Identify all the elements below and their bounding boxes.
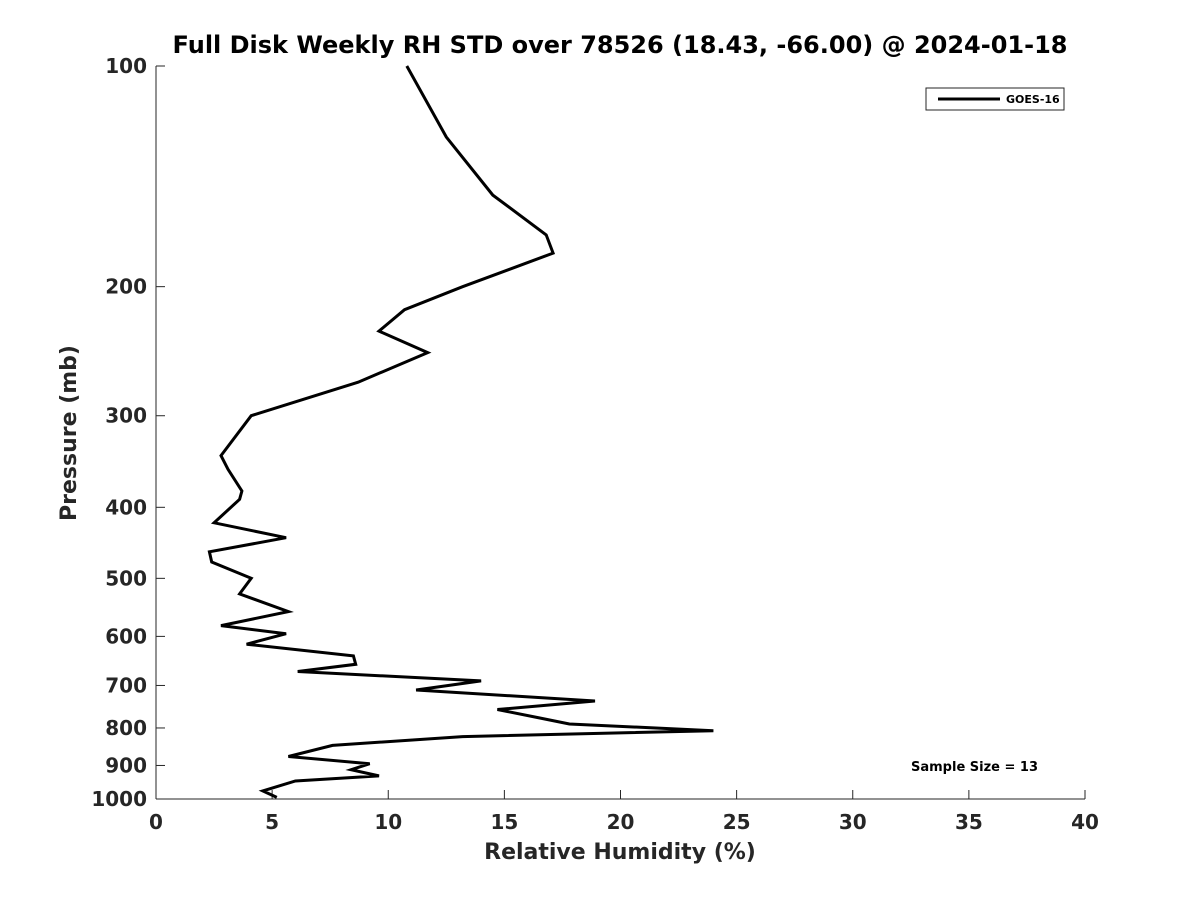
x-tick-label: 5 <box>265 810 279 834</box>
x-axis-label: Relative Humidity (%) <box>484 840 756 865</box>
axes <box>155 66 1085 800</box>
y-tick-label: 500 <box>105 566 147 590</box>
series-line-goes-16 <box>207 65 714 799</box>
y-axis-label: Pressure (mb) <box>57 345 82 521</box>
x-axis-ticks: 0 5 10 15 20 25 30 35 40 <box>149 790 1099 834</box>
x-tick-label: 40 <box>1071 810 1099 834</box>
sample-size-annotation: Sample Size = 13 <box>911 760 1038 775</box>
y-axis-ticks: 100 200 300 400 500 600 700 800 900 1000 <box>91 54 165 811</box>
series-lines <box>207 65 714 799</box>
x-tick-label: 20 <box>607 810 635 834</box>
chart-title: Full Disk Weekly RH STD over 78526 (18.4… <box>173 31 1068 59</box>
y-tick-label: 600 <box>105 624 147 648</box>
y-tick-label: 700 <box>105 673 147 697</box>
x-tick-label: 15 <box>490 810 518 834</box>
x-tick-label: 0 <box>149 810 163 834</box>
x-tick-label: 30 <box>839 810 867 834</box>
y-tick-label: 800 <box>105 716 147 740</box>
legend: GOES-16 <box>925 87 1065 111</box>
x-tick-label: 35 <box>955 810 983 834</box>
legend-label-goes-16: GOES-16 <box>1006 93 1060 106</box>
x-tick-label: 10 <box>374 810 402 834</box>
y-tick-label: 200 <box>105 275 147 299</box>
y-tick-label: 1000 <box>91 787 147 811</box>
y-tick-label: 900 <box>105 753 147 777</box>
y-tick-label: 100 <box>105 54 147 78</box>
y-tick-label: 300 <box>105 404 147 428</box>
x-tick-label: 25 <box>723 810 751 834</box>
y-tick-label: 400 <box>105 495 147 519</box>
